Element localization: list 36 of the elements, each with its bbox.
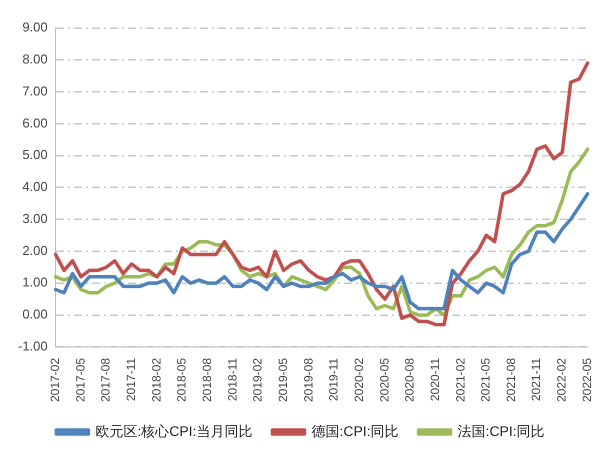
- x-tick-label: 2020-02: [352, 358, 366, 402]
- x-tick-label: 2020-05: [377, 358, 392, 402]
- x-tick-label: 2020-11: [428, 358, 442, 402]
- x-tick-label: 2021-02: [453, 358, 468, 402]
- x-tick-label: 2017-08: [98, 358, 113, 402]
- legend-label: 欧元区:核心CPI:当月同比: [95, 422, 252, 439]
- x-tick-label: 2017-05: [73, 358, 88, 402]
- x-tick-label: 2019-11: [326, 358, 341, 402]
- x-tick-label: 2022-02: [554, 358, 569, 402]
- y-tick-label: 6.00: [22, 115, 48, 130]
- y-tick-label: 2.00: [22, 242, 48, 258]
- x-tick-label: 2018-11: [225, 358, 240, 402]
- x-tick-label: 2018-02: [149, 358, 164, 402]
- legend-label: 德国:CPI:同比: [311, 422, 399, 439]
- y-tick-label: 0.00: [22, 306, 48, 322]
- y-tick-label: 1.00: [22, 274, 48, 290]
- x-tick-label: 2021-05: [478, 358, 493, 402]
- y-tick-label: -1.00: [18, 338, 48, 354]
- x-tick-label: 2019-02: [250, 358, 265, 402]
- x-tick-label: 2019-08: [301, 358, 316, 402]
- x-tick-label: 2017-11: [124, 358, 138, 402]
- x-tick-label: 2018-08: [200, 358, 214, 402]
- y-tick-label: 7.00: [22, 83, 48, 98]
- x-tick-label: 2022-05: [580, 358, 594, 402]
- y-tick-label: 8.00: [22, 51, 48, 66]
- y-tick-label: 9.00: [22, 20, 48, 35]
- y-tick-label: 5.00: [22, 147, 48, 162]
- x-tick-label: 2021-08: [504, 358, 518, 402]
- x-tick-label: 2018-05: [174, 358, 189, 402]
- x-tick-label: 2021-11: [529, 358, 544, 402]
- y-tick-label: 3.00: [22, 210, 48, 226]
- x-tick-label: 2020-08: [402, 358, 417, 402]
- x-tick-label: 2017-02: [48, 358, 62, 402]
- y-tick-label: 4.00: [22, 179, 48, 194]
- legend-label: 法国:CPI:同比: [458, 422, 545, 439]
- x-tick-label: 2019-05: [276, 358, 290, 402]
